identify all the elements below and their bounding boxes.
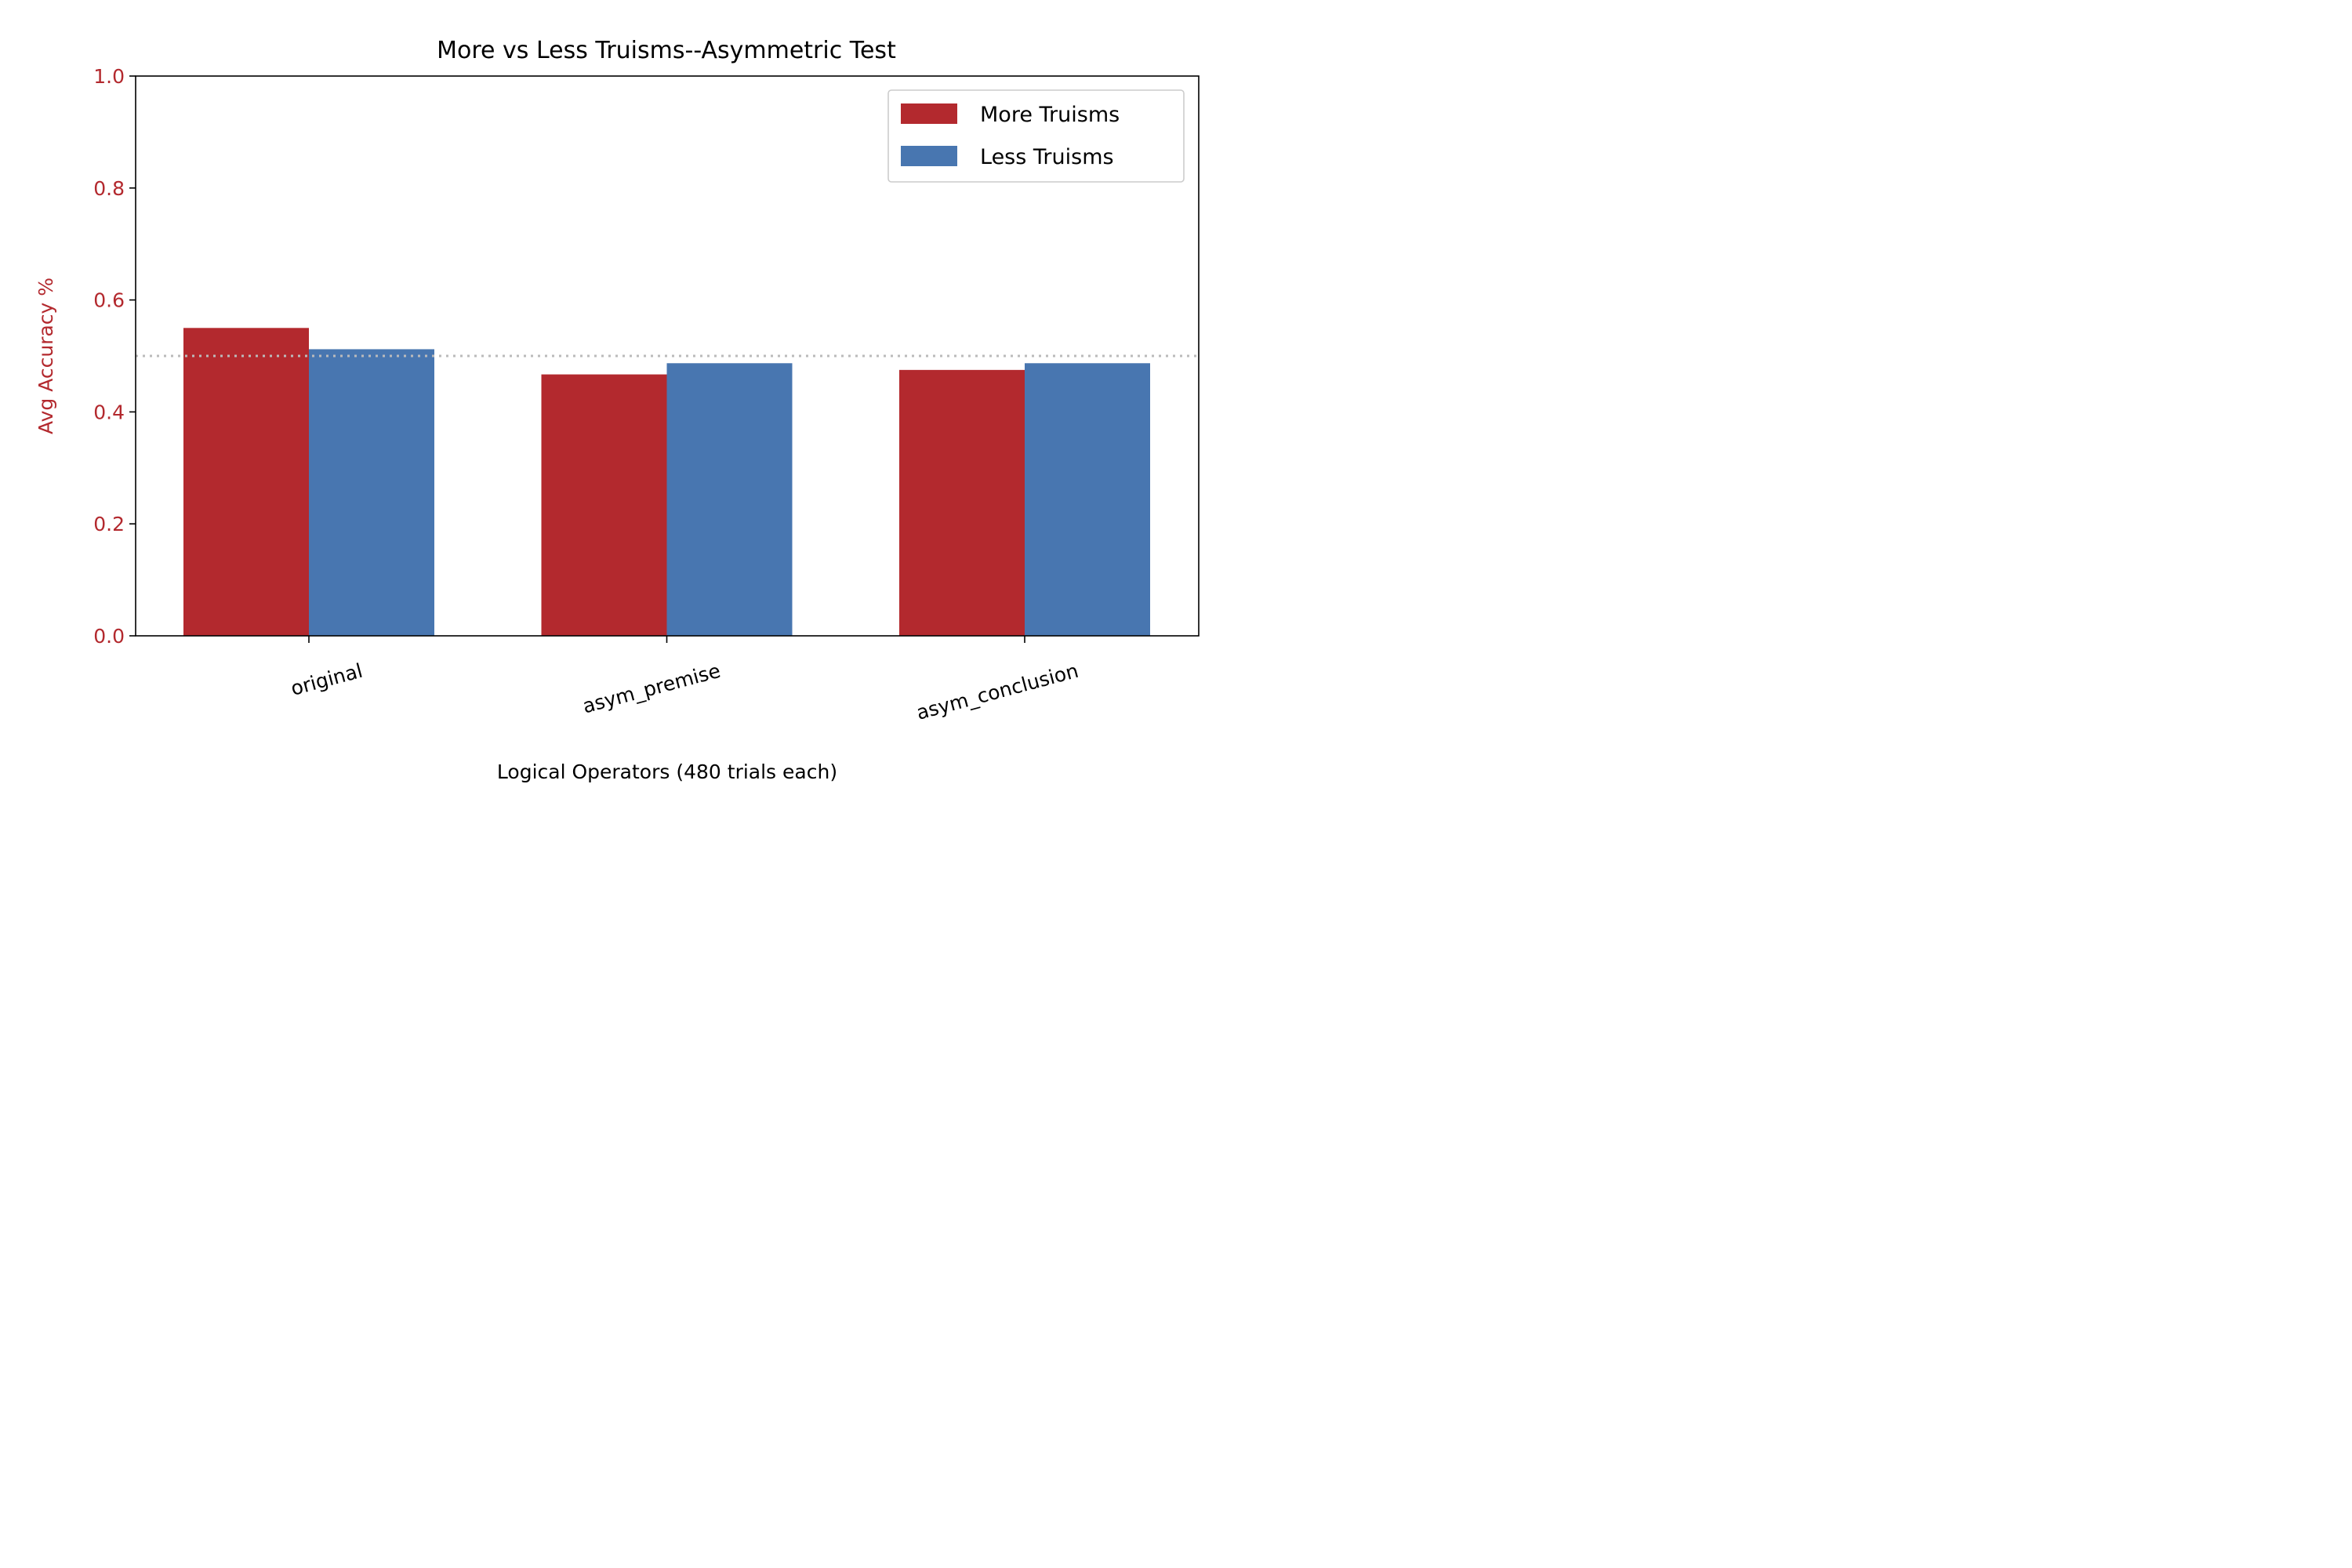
y-tick-label: 0.6: [93, 289, 125, 312]
legend-label: More Truisms: [980, 103, 1120, 127]
chart-title: More vs Less Truisms--Asymmetric Test: [437, 37, 896, 64]
legend-label: Less Truisms: [980, 145, 1114, 169]
y-tick-label: 0.4: [93, 401, 125, 423]
legend: More Truisms Less Truisms: [887, 89, 1185, 183]
x-axis-label: Logical Operators (480 trials each): [497, 760, 837, 783]
bars-group: [183, 328, 1150, 636]
legend-swatch-less-truisms: [901, 146, 957, 166]
y-tick-label: 0.2: [93, 513, 125, 535]
bar-more-truisms-asym-premise: [541, 374, 667, 636]
bar-chart: More vs Less Truisms--Asymmetric Test 0.…: [0, 0, 1229, 819]
y-axis-label: Avg Accuracy %: [34, 278, 57, 434]
y-tick-label: 0.8: [93, 177, 125, 200]
y-tick-label: 1.0: [93, 65, 125, 88]
y-tick-label: 0.0: [93, 625, 125, 648]
y-axis: 0.0 0.2 0.4 0.6 0.8 1.0: [93, 65, 136, 648]
bar-more-truisms-original: [183, 328, 309, 636]
legend-box: [887, 89, 1185, 183]
legend-swatch-more-truisms: [901, 103, 957, 124]
bar-more-truisms-asym-conclusion: [899, 369, 1025, 636]
bar-less-truisms-asym-premise: [666, 363, 793, 636]
bar-less-truisms-asym-conclusion: [1025, 363, 1150, 636]
bar-less-truisms-original: [309, 349, 434, 636]
